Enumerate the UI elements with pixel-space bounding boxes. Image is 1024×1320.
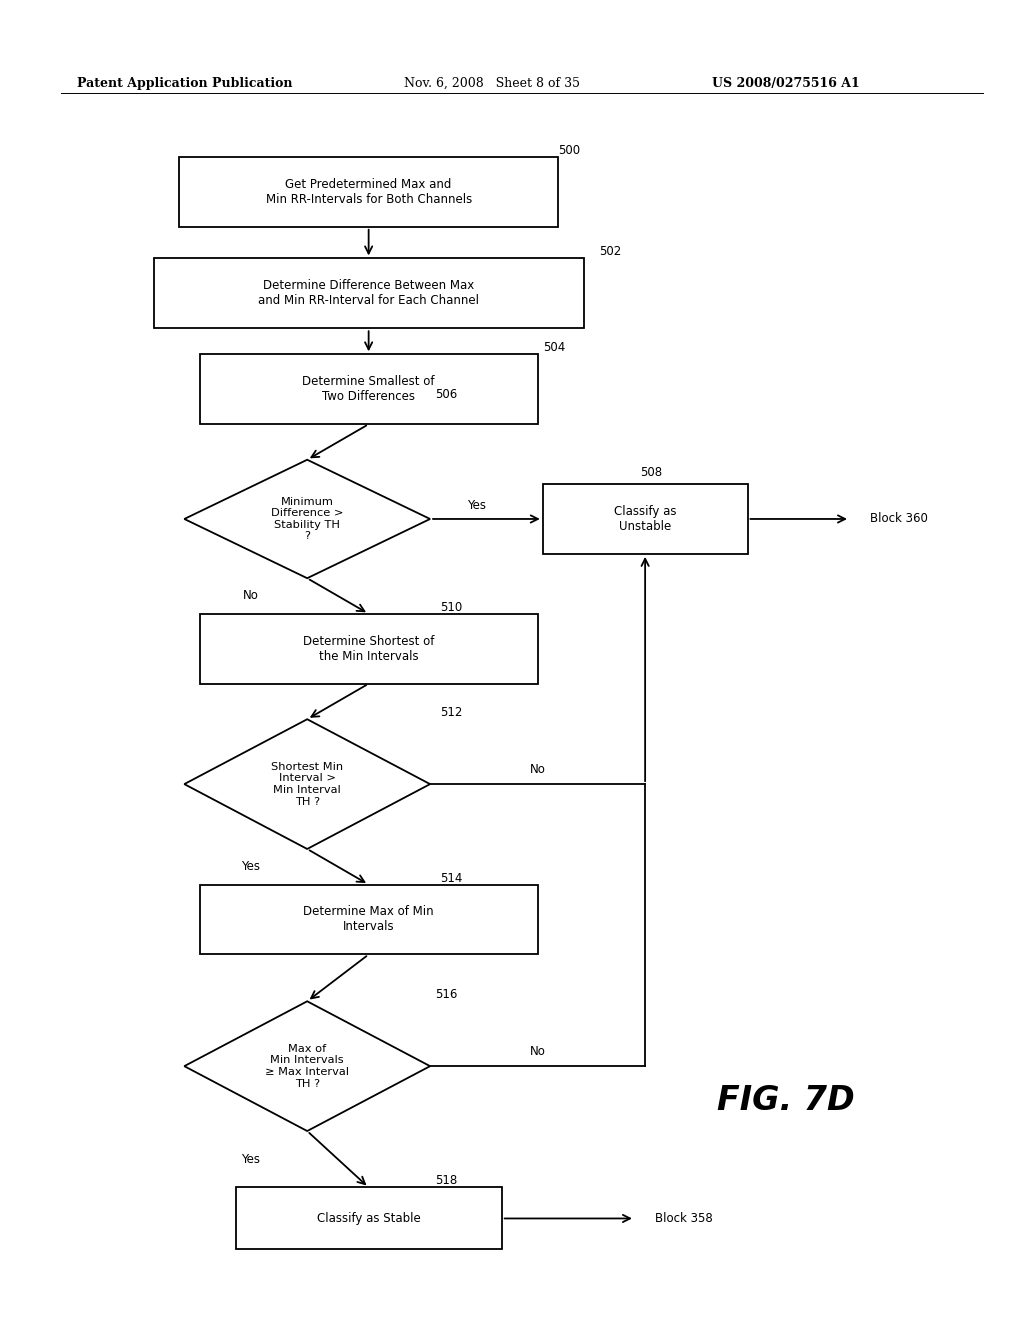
Text: No: No bbox=[529, 1045, 546, 1059]
Text: Classify as Stable: Classify as Stable bbox=[316, 1212, 421, 1225]
Text: 504: 504 bbox=[543, 342, 565, 354]
Polygon shape bbox=[184, 459, 430, 578]
Text: Max of
Min Intervals
≥ Max Interval
TH ?: Max of Min Intervals ≥ Max Interval TH ? bbox=[265, 1044, 349, 1089]
Text: 518: 518 bbox=[435, 1173, 458, 1187]
Text: No: No bbox=[529, 763, 546, 776]
FancyBboxPatch shape bbox=[543, 484, 748, 554]
FancyBboxPatch shape bbox=[236, 1188, 502, 1250]
Text: 514: 514 bbox=[440, 871, 463, 884]
Text: Determine Difference Between Max
and Min RR-Interval for Each Channel: Determine Difference Between Max and Min… bbox=[258, 280, 479, 308]
FancyBboxPatch shape bbox=[200, 614, 538, 684]
Text: Yes: Yes bbox=[467, 499, 485, 512]
FancyBboxPatch shape bbox=[200, 884, 538, 954]
Text: Patent Application Publication: Patent Application Publication bbox=[77, 77, 292, 90]
Text: 508: 508 bbox=[640, 466, 663, 479]
Text: Get Predetermined Max and
Min RR-Intervals for Both Channels: Get Predetermined Max and Min RR-Interva… bbox=[265, 178, 472, 206]
FancyBboxPatch shape bbox=[179, 157, 558, 227]
FancyBboxPatch shape bbox=[154, 259, 584, 329]
Text: 506: 506 bbox=[435, 388, 458, 400]
Text: No: No bbox=[243, 590, 259, 602]
Polygon shape bbox=[184, 1002, 430, 1131]
Text: Yes: Yes bbox=[242, 1152, 260, 1166]
Text: Block 358: Block 358 bbox=[655, 1212, 713, 1225]
Text: 512: 512 bbox=[440, 706, 463, 718]
Text: 510: 510 bbox=[440, 601, 463, 614]
FancyBboxPatch shape bbox=[200, 354, 538, 424]
Text: Yes: Yes bbox=[242, 861, 260, 874]
Text: Determine Max of Min
Intervals: Determine Max of Min Intervals bbox=[303, 906, 434, 933]
Text: Classify as
Unstable: Classify as Unstable bbox=[613, 506, 677, 533]
Text: US 2008/0275516 A1: US 2008/0275516 A1 bbox=[712, 77, 859, 90]
Text: 500: 500 bbox=[558, 144, 581, 157]
Text: Shortest Min
Interval >
Min Interval
TH ?: Shortest Min Interval > Min Interval TH … bbox=[271, 762, 343, 807]
Text: Determine Smallest of
Two Differences: Determine Smallest of Two Differences bbox=[302, 375, 435, 403]
Text: 502: 502 bbox=[599, 246, 622, 259]
Text: Minimum
Difference >
Stability TH
?: Minimum Difference > Stability TH ? bbox=[271, 496, 343, 541]
Text: FIG. 7D: FIG. 7D bbox=[717, 1084, 855, 1117]
Polygon shape bbox=[184, 719, 430, 849]
Text: Nov. 6, 2008   Sheet 8 of 35: Nov. 6, 2008 Sheet 8 of 35 bbox=[404, 77, 581, 90]
Text: Block 360: Block 360 bbox=[870, 512, 929, 525]
Text: 516: 516 bbox=[435, 987, 458, 1001]
Text: Determine Shortest of
the Min Intervals: Determine Shortest of the Min Intervals bbox=[303, 635, 434, 663]
